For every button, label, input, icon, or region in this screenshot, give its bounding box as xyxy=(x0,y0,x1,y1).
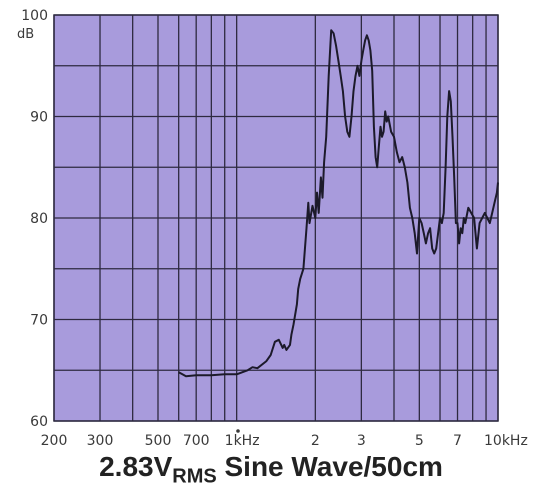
chart-caption: 2.83VRMS Sine Wave/50cm xyxy=(0,450,542,494)
x-tick-label: 200 xyxy=(41,433,68,449)
x-tick-label: 3 xyxy=(357,433,366,449)
one-khz-marker xyxy=(236,429,240,433)
x-tick-label: 1kHz xyxy=(225,433,260,449)
x-tick-label: 7 xyxy=(453,433,462,449)
caption-suffix: Sine Wave/50cm xyxy=(216,451,443,482)
y-tick-label: 60 xyxy=(30,414,48,430)
series-layer xyxy=(178,29,499,378)
x-tick-labels: 200 300 500 700 1kHz 2 3 5 7 10kHz xyxy=(41,433,528,449)
x-tick-label: 700 xyxy=(183,433,210,449)
y-tick-label: 90 xyxy=(30,110,48,126)
x-tick-label: 500 xyxy=(145,433,172,449)
series-line xyxy=(178,29,499,378)
y-tick-label: 80 xyxy=(30,211,48,227)
caption-subscript: RMS xyxy=(172,465,217,488)
x-tick-label: 300 xyxy=(87,433,114,449)
x-tick-label: 5 xyxy=(415,433,424,449)
caption-prefix: 2.83V xyxy=(99,451,173,482)
y-tick-label: 70 xyxy=(30,313,48,329)
x-tick-label: 2 xyxy=(311,433,320,449)
y-tick-labels: 60 70 80 90 100 xyxy=(21,8,48,430)
y-unit-label: dB xyxy=(17,27,34,42)
x-tick-label: 10kHz xyxy=(484,433,528,449)
y-tick-label: 100 xyxy=(21,8,48,24)
